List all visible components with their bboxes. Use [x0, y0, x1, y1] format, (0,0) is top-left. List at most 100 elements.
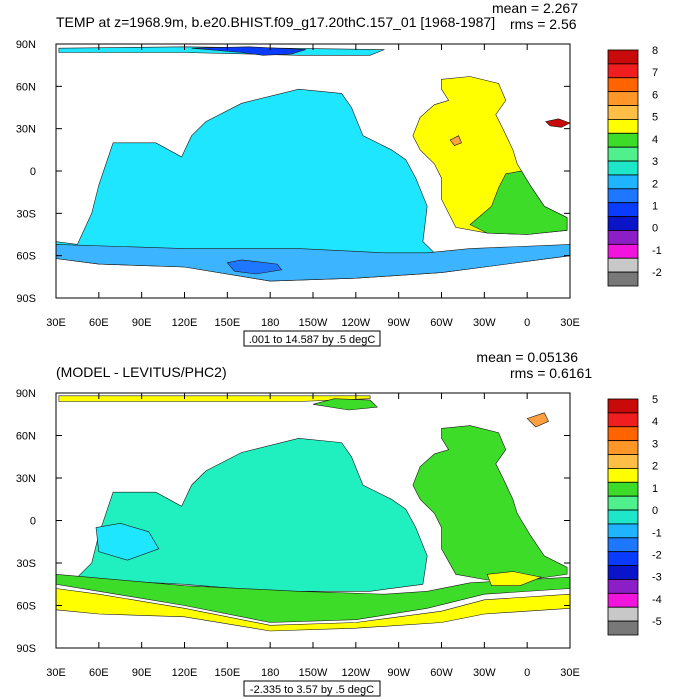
colorbar-label: 3: [652, 156, 658, 168]
colorbar-label: 3: [652, 438, 658, 450]
range-label-box: [243, 330, 381, 347]
y-tick-label: 90N: [16, 39, 36, 51]
x-tick-label: 0: [524, 667, 530, 679]
y-tick-label: 60S: [16, 251, 36, 263]
y-tick-label: 90N: [16, 388, 36, 400]
x-tick-label: 90W: [387, 667, 410, 679]
x-tick-label: 150W: [299, 317, 328, 329]
region-med-red: [545, 118, 571, 128]
colorbar-label: 6: [652, 89, 658, 101]
y-tick-label: 0: [30, 166, 36, 178]
y-tick-label: 60S: [16, 601, 36, 613]
colorbar-label: -1: [652, 527, 662, 539]
colorbar-swatch: [607, 216, 639, 231]
region-south-atlantic-yellow: [486, 571, 543, 587]
y-tick-label: 30N: [16, 124, 36, 136]
colorbar-swatch: [607, 49, 639, 65]
x-tick-label: 30W: [473, 317, 496, 329]
x-tick-label: 120E: [172, 667, 198, 679]
colorbar-label: 2: [652, 461, 658, 473]
colorbar-swatch: [607, 257, 639, 273]
x-tick-label: 150E: [214, 667, 240, 679]
x-tick-label: 120E: [172, 317, 198, 329]
colorbar-swatch: [607, 440, 639, 455]
x-tick-label: 30E: [560, 317, 580, 329]
x-tick-label: 60W: [430, 317, 453, 329]
colorbar-swatch: [607, 77, 639, 93]
colorbar-label: -5: [652, 616, 662, 628]
colorbar-swatch: [607, 468, 639, 483]
colorbar-label: -2: [652, 549, 662, 561]
colorbar-swatch: [607, 160, 639, 176]
region-labrador-orange: [449, 135, 462, 146]
x-tick-label: 180: [261, 317, 279, 329]
colorbar-label: 8: [652, 45, 658, 57]
bottom-rms: rms = 0.6161: [510, 365, 592, 381]
x-tick-label: 60W: [430, 667, 453, 679]
colorbar-swatch: [607, 132, 639, 148]
y-tick-label: 90S: [16, 293, 36, 305]
colorbar-label: -4: [652, 594, 662, 606]
y-tick-label: 60N: [16, 81, 36, 93]
top-rms: rms = 2.56: [510, 16, 577, 32]
x-tick-label: 30E: [46, 317, 66, 329]
colorbar-swatch: [607, 509, 639, 525]
top-panel: TEMP at z=1968.9m, b.e20.BHIST.f09_g17.2…: [16, 0, 662, 347]
y-tick-label: 0: [30, 516, 36, 528]
bottom-panel: (MODEL - LEVITUS/PHC2) mean = 0.05136 rm…: [16, 349, 662, 697]
colorbar-swatch: [607, 592, 639, 608]
region-atlantic-ocean: [412, 425, 568, 581]
colorbar-swatch: [607, 230, 639, 245]
colorbar-swatch: [607, 565, 639, 580]
colorbar-swatch: [607, 146, 639, 162]
y-tick-label: 30S: [16, 558, 36, 570]
colorbar-swatch: [607, 271, 639, 287]
range-label-box: [243, 680, 381, 697]
colorbar-swatch: [607, 481, 639, 497]
colorbar-swatch: [607, 454, 639, 469]
colorbar-swatch: [607, 119, 639, 134]
colorbar-label: 4: [652, 134, 658, 146]
colorbar-swatch: [607, 105, 639, 120]
region-ross-sea-blue: [226, 259, 283, 275]
x-tick-label: 150E: [214, 317, 240, 329]
x-tick-label: 60E: [89, 667, 109, 679]
x-tick-label: 60E: [89, 317, 109, 329]
top-mean: mean = 2.267: [492, 0, 578, 16]
region-pacific-indian-ocean: [76, 437, 428, 592]
y-tick-label: 30S: [16, 208, 36, 220]
bottom-title: (MODEL - LEVITUS/PHC2): [56, 364, 227, 380]
region-south-atlantic-green: [469, 170, 568, 235]
colorbar-label: 5: [652, 112, 658, 124]
colorbar-label: 2: [652, 178, 658, 190]
colorbar-swatch: [607, 495, 639, 511]
colorbar-swatch: [607, 606, 639, 622]
colorbar-label: 4: [652, 416, 658, 428]
x-tick-label: 90E: [132, 317, 152, 329]
x-tick-label: 30W: [473, 667, 496, 679]
colorbar-swatch: [607, 426, 639, 442]
x-tick-label: 30E: [560, 667, 580, 679]
colorbar-swatch: [607, 551, 639, 566]
x-tick-label: 30E: [46, 667, 66, 679]
colorbar-label: -2: [652, 267, 662, 279]
colorbar-swatch: [607, 243, 639, 259]
colorbar-swatch: [607, 412, 639, 428]
x-tick-label: 120W: [341, 317, 370, 329]
colorbar-label: -3: [652, 572, 662, 584]
y-tick-label: 90S: [16, 643, 36, 655]
colorbar-swatch: [607, 537, 639, 553]
bottom-range-label: -2.335 to 3.57 by .5 degC: [250, 684, 374, 696]
colorbar-swatch: [607, 202, 639, 217]
region-arctic-yellow-strip: [58, 395, 371, 402]
y-tick-label: 60N: [16, 431, 36, 443]
x-tick-label: 120W: [341, 667, 370, 679]
region-arctic-green-patch: [312, 398, 378, 411]
colorbar-label: 0: [652, 223, 658, 235]
colorbar-swatch: [607, 188, 639, 204]
bottom-mean: mean = 0.05136: [476, 349, 578, 365]
top-range-label: .001 to 14.587 by .5 degC: [249, 334, 376, 346]
x-tick-label: 90E: [132, 667, 152, 679]
colorbar-swatch: [607, 523, 639, 539]
